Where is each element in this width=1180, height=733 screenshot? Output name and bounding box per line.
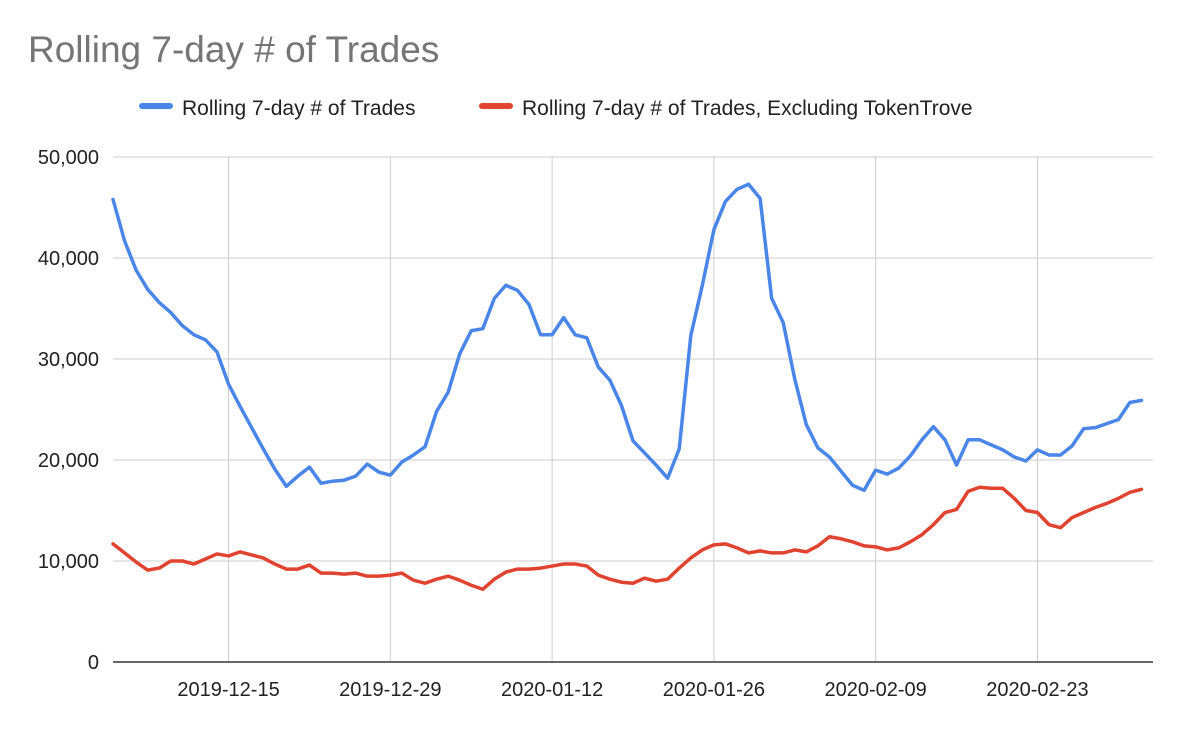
- x-tick-label: 2020-02-23: [986, 679, 1088, 701]
- y-tick-label: 10,000: [38, 551, 99, 573]
- x-tick-label: 2020-01-12: [501, 679, 603, 701]
- x-tick-label: 2019-12-15: [177, 679, 279, 701]
- chart-title: Rolling 7-day # of Trades: [28, 29, 439, 70]
- y-tick-label: 40,000: [38, 248, 99, 270]
- legend: Rolling 7-day # of Trades Rolling 7-day …: [139, 97, 973, 120]
- y-tick-label: 0: [88, 652, 99, 674]
- x-axis: 2019-12-15 2019-12-29 2020-01-12 2020-01-26…: [113, 661, 1153, 701]
- y-axis: 0 10,000 20,000 30,000 40,000 50,000: [38, 147, 99, 674]
- series-layer: [111, 182, 1144, 592]
- series-line-total: [111, 182, 1144, 493]
- legend-label-excluding-tokentrove: Rolling 7-day # of Trades, Excluding Tok…: [522, 97, 973, 120]
- y-tick-label: 30,000: [38, 349, 99, 371]
- x-tick-label: 2020-02-09: [825, 679, 927, 701]
- x-tick-label: 2019-12-29: [339, 679, 441, 701]
- series-line-excluding-tokentrove: [111, 485, 1144, 592]
- x-tick-label: 2020-01-26: [663, 679, 765, 701]
- y-tick-label: 50,000: [38, 147, 99, 169]
- legend-item-total[interactable]: Rolling 7-day # of Trades: [139, 97, 415, 120]
- gridlines: [113, 156, 1153, 662]
- y-tick-label: 20,000: [38, 450, 99, 472]
- legend-label-total: Rolling 7-day # of Trades: [182, 97, 415, 120]
- legend-item-excluding-tokentrove[interactable]: Rolling 7-day # of Trades, Excluding Tok…: [479, 97, 973, 120]
